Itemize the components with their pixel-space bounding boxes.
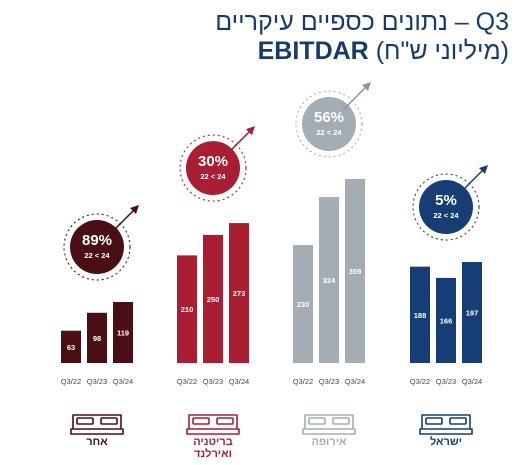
legend-label: ואירלנד [194,447,232,460]
bed-pillow-left [192,417,210,425]
bar [87,312,107,363]
bar-value-label: 63 [67,343,75,352]
bar [436,277,456,363]
bar-value-label: 188 [414,311,427,320]
growth-ring [179,134,247,202]
bar [61,330,81,363]
bed-headboard [421,414,471,429]
bed-pillow-right [100,417,118,425]
bed-icon [70,414,124,435]
growth-percent: 56% [314,109,344,126]
growth-arrow-shaft [342,85,368,111]
growth-ring [412,173,480,241]
bed-headboard [72,414,122,429]
growth-arrow-icon [362,82,371,91]
x-tick-label: Q3/22 [61,377,81,386]
bar [462,262,482,363]
bed-pillow-left [76,417,94,425]
bed-frame [419,428,473,435]
x-tick-label: Q3/23 [319,377,339,386]
growth-period: 22 < 24 [200,172,226,181]
growth-percent: 30% [198,153,228,170]
bar [319,196,339,363]
bar-value-label: 98 [93,334,101,343]
bed-pillow-left [308,417,326,425]
bed-pillow-left [425,417,443,425]
bed-pillow-right [216,417,234,425]
growth-arrow-icon [246,126,255,136]
bar-value-label: 250 [207,295,220,304]
growth-arrow-icon [130,205,139,215]
bar-value-label: 197 [466,309,479,318]
x-tick-label: Q3/22 [410,377,430,386]
bar-value-label: 210 [181,305,194,314]
legend-label: בריטניה [193,436,233,448]
bed-icon [302,414,356,435]
x-tick-label: Q3/24 [229,377,249,386]
title-metric: EBITDAR [257,36,369,65]
bar [345,179,365,363]
growth-bubble [70,220,124,275]
bed-headboard [304,414,354,429]
growth-bubble [302,97,356,151]
growth-percent: 89% [82,232,112,249]
growth-period: 22 < 24 [316,128,342,137]
growth-bubble [186,141,240,196]
series-group-4: 188 Q3/22 166 Q3/23 197 Q3/24 5% 22 < 24 ישראל [410,165,488,448]
legend-label: אחר [86,436,108,448]
bar-value-label: 324 [323,276,336,285]
growth-arrow-shaft [226,129,252,155]
series-group-2: 210 Q3/22 250 Q3/23 273 Q3/24 30% 22 < 24 בריטני… [177,126,255,460]
bar [410,266,430,363]
x-tick-label: Q3/23 [87,377,107,386]
legend-label: אירופה [311,436,347,448]
bar-value-label: 230 [297,300,310,309]
bed-pillow-right [449,417,467,425]
chart-title: נתונים כספיים עיקריים – Q3 EBITDAR (מילי… [9,8,509,66]
bar [177,255,197,363]
title-unit: (מיליוני ש"ח) [375,36,509,65]
growth-arrow-shaft [110,208,136,234]
x-tick-label: Q3/23 [203,377,223,386]
bed-frame [70,428,124,435]
bar [293,245,313,363]
growth-period: 22 < 24 [84,251,110,260]
bed-pillow-right [332,417,350,425]
title-line-2: EBITDAR (מיליוני ש"ח) [9,37,509,66]
growth-bubble [419,180,473,235]
bed-frame [302,428,356,435]
bar [229,223,249,363]
x-tick-label: Q3/24 [345,377,365,386]
bar-value-label: 359 [349,267,362,276]
x-tick-label: Q3/24 [462,377,482,386]
series-group-3: 230 Q3/22 324 Q3/23 359 Q3/24 56% 22 < 24 אירופה [293,82,371,448]
bar-value-label: 273 [233,289,246,298]
bar-value-label: 119 [117,329,129,338]
x-tick-label: Q3/22 [293,377,313,386]
title-line-1: נתונים כספיים עיקריים – Q3 [215,8,509,36]
series-group-1: 63 Q3/22 98 Q3/23 119 Q3/24 89% 22 < 24 אחר [61,205,139,448]
bed-frame [186,428,240,435]
growth-ring [295,90,363,158]
x-tick-label: Q3/22 [177,377,197,386]
legend-label: ישראל [430,435,462,448]
bar-value-label: 166 [440,316,453,325]
x-tick-label: Q3/23 [436,377,456,386]
bar [113,302,133,363]
bed-icon [186,414,240,435]
bed-icon [419,414,473,435]
x-tick-label: Q3/24 [113,377,133,386]
bar [203,234,223,363]
growth-percent: 5% [435,192,457,209]
growth-arrow-icon [479,165,488,175]
growth-arrow-shaft [459,168,485,194]
growth-period: 22 < 24 [433,211,459,220]
bed-headboard [188,414,238,429]
growth-ring [63,213,131,281]
